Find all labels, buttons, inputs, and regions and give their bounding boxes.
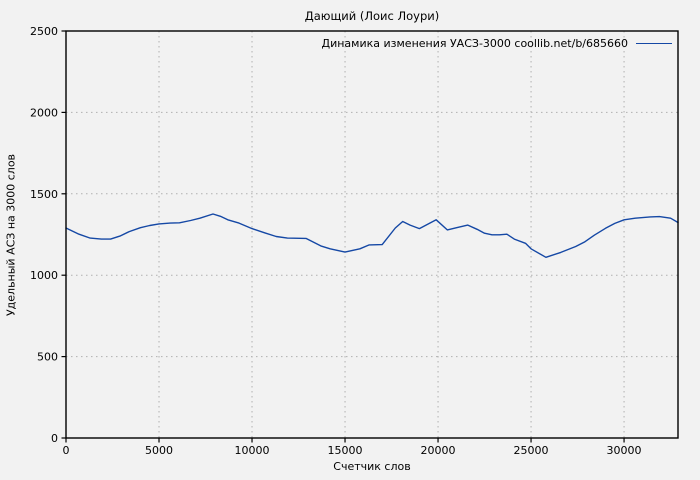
legend-line-icon [636,43,672,44]
y-tick-label: 1000 [30,269,58,282]
y-tick-label: 2500 [30,25,58,38]
y-tick-label: 500 [37,351,58,364]
x-tick-label: 5000 [145,444,173,457]
legend-label: Динамика изменения УАСЗ-3000 coollib.net… [321,37,629,50]
x-tick-label: 10000 [235,444,270,457]
x-tick-label: 15000 [328,444,363,457]
x-tick-label: 25000 [514,444,549,457]
y-tick-label: 0 [51,432,58,445]
x-tick-label: 30000 [607,444,642,457]
y-tick-label: 1500 [30,188,58,201]
chart-title: Дающий (Лоис Лоури) [304,9,440,23]
data-line [65,213,679,258]
x-tick-label: 20000 [421,444,456,457]
y-tick-label: 2000 [30,106,58,119]
x-tick-label: 0 [63,444,70,457]
plot-border [65,30,679,439]
legend: Динамика изменения УАСЗ-3000 coollib.net… [321,37,672,50]
x-axis-label: Счетчик слов [333,460,411,473]
